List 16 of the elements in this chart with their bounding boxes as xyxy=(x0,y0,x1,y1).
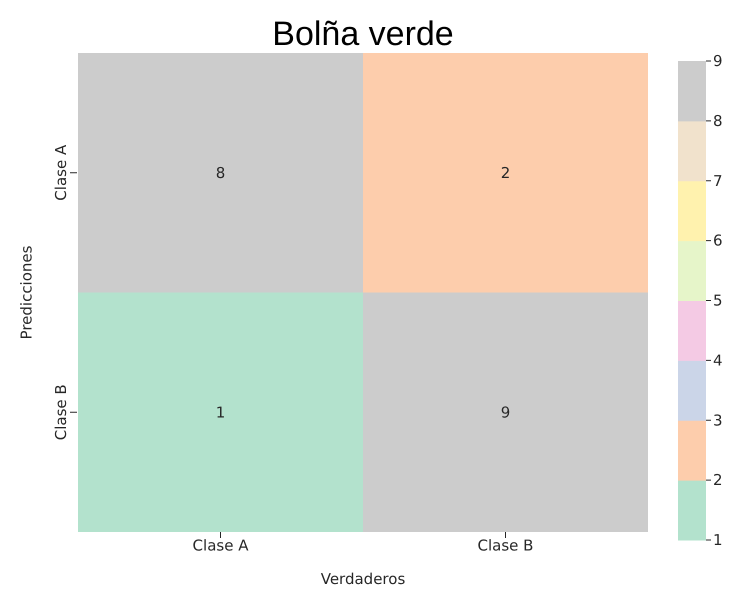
color-bar-label: 5 xyxy=(713,292,723,310)
data-label: 1 xyxy=(216,403,226,422)
color-bar-label: 9 xyxy=(713,52,723,70)
chart-title: Bolña verde xyxy=(272,15,454,53)
data-label: 9 xyxy=(500,403,510,422)
color-bar-label: 4 xyxy=(713,351,723,370)
color-bar-label: 3 xyxy=(713,411,723,430)
color-bar-label: 8 xyxy=(713,112,723,130)
color-bar-label: 6 xyxy=(713,232,723,250)
color-bar-label: 2 xyxy=(713,471,723,490)
data-label: 8 xyxy=(216,164,226,182)
data-label: 2 xyxy=(500,164,510,182)
color-bar-label: 7 xyxy=(713,172,723,190)
x-axis-title: Verdaderos xyxy=(320,570,406,588)
y-axis-title: Predicciones xyxy=(17,245,36,340)
color-bar-label: 1 xyxy=(713,531,723,549)
